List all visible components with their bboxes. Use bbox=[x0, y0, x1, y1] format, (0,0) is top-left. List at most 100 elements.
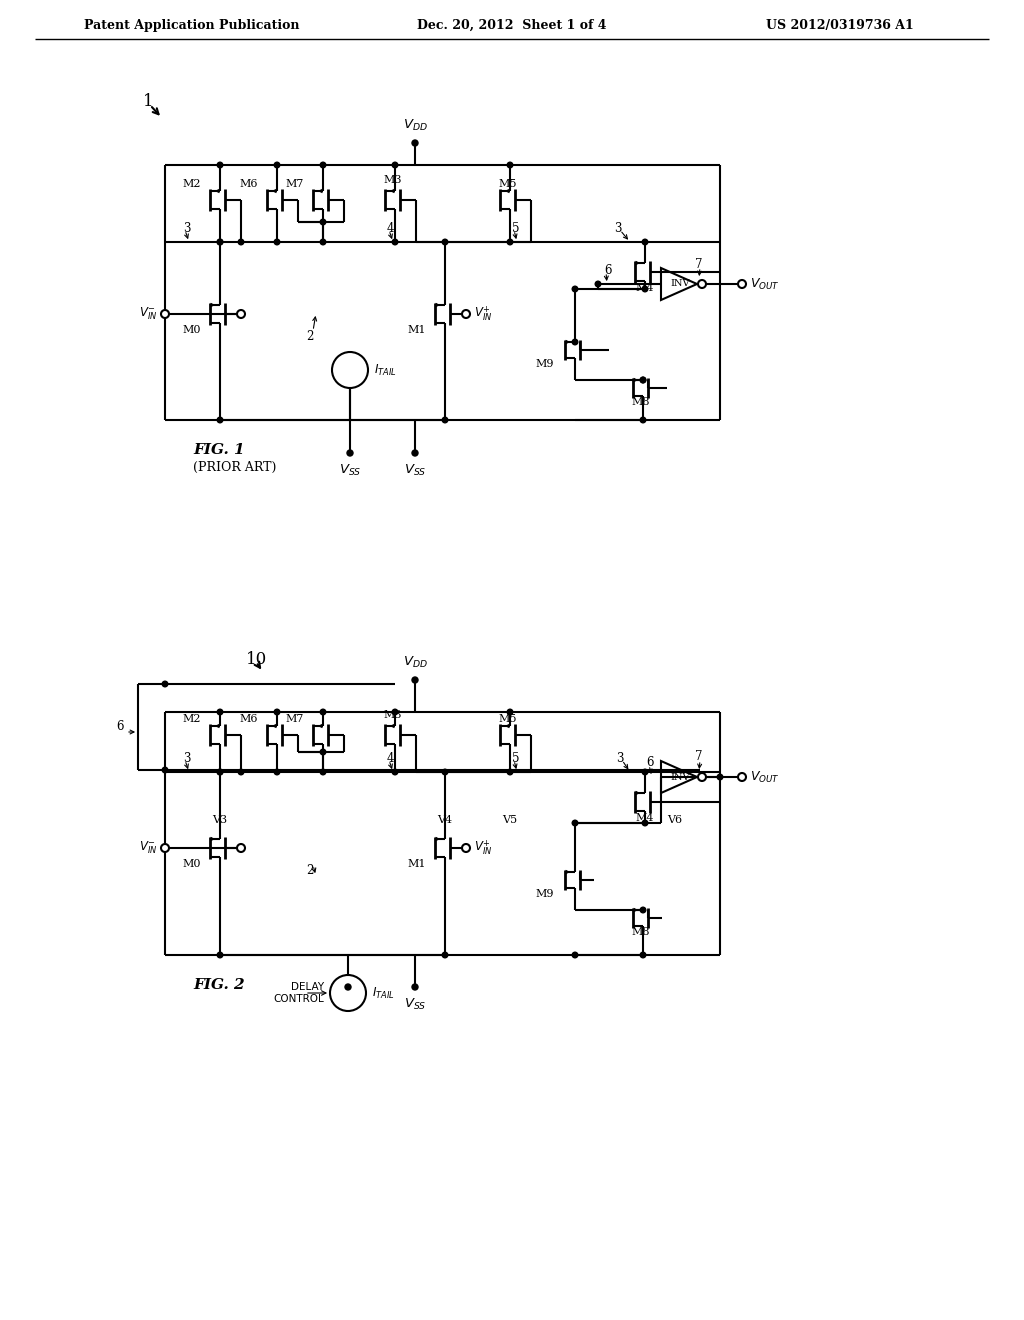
Circle shape bbox=[738, 280, 746, 288]
Circle shape bbox=[161, 310, 169, 318]
Circle shape bbox=[237, 310, 245, 318]
Circle shape bbox=[392, 709, 397, 715]
Circle shape bbox=[642, 820, 648, 826]
Text: INV: INV bbox=[671, 280, 690, 289]
Text: V4: V4 bbox=[437, 814, 453, 825]
Circle shape bbox=[738, 774, 746, 781]
Circle shape bbox=[239, 770, 244, 775]
Circle shape bbox=[345, 983, 351, 990]
Text: $V_{DD}$: $V_{DD}$ bbox=[402, 117, 427, 132]
Text: Patent Application Publication: Patent Application Publication bbox=[84, 18, 300, 32]
Circle shape bbox=[462, 843, 470, 851]
Circle shape bbox=[442, 770, 447, 775]
Text: M5: M5 bbox=[499, 714, 517, 723]
Text: M1: M1 bbox=[408, 325, 426, 335]
Circle shape bbox=[698, 774, 706, 781]
Text: 6: 6 bbox=[117, 721, 124, 734]
Circle shape bbox=[217, 709, 223, 715]
Circle shape bbox=[321, 709, 326, 715]
Circle shape bbox=[274, 770, 280, 775]
Text: M5: M5 bbox=[499, 180, 517, 189]
Circle shape bbox=[412, 983, 418, 990]
Text: $I_{TAIL}$: $I_{TAIL}$ bbox=[372, 986, 394, 1001]
Circle shape bbox=[162, 681, 168, 686]
Text: V6: V6 bbox=[668, 814, 683, 825]
Polygon shape bbox=[662, 762, 697, 793]
Circle shape bbox=[507, 770, 513, 775]
Circle shape bbox=[274, 162, 280, 168]
Text: 7: 7 bbox=[695, 257, 702, 271]
Text: 3: 3 bbox=[183, 751, 190, 764]
Text: $V_{OUT}$: $V_{OUT}$ bbox=[750, 276, 779, 292]
Circle shape bbox=[217, 770, 223, 775]
Text: M6: M6 bbox=[240, 180, 258, 189]
Circle shape bbox=[412, 677, 418, 682]
Text: M2: M2 bbox=[182, 180, 202, 189]
Circle shape bbox=[330, 975, 366, 1011]
Text: M0: M0 bbox=[182, 859, 202, 869]
Circle shape bbox=[321, 219, 326, 224]
Text: INV: INV bbox=[671, 772, 690, 781]
Text: FIG. 2: FIG. 2 bbox=[193, 978, 245, 993]
Text: US 2012/0319736 A1: US 2012/0319736 A1 bbox=[766, 18, 913, 32]
Text: M6: M6 bbox=[240, 714, 258, 723]
Text: 1: 1 bbox=[143, 94, 154, 111]
Text: M3: M3 bbox=[384, 710, 402, 719]
Text: V5: V5 bbox=[503, 814, 517, 825]
Text: 4: 4 bbox=[386, 751, 394, 764]
Circle shape bbox=[392, 770, 397, 775]
Text: M7: M7 bbox=[286, 180, 304, 189]
Circle shape bbox=[321, 750, 326, 755]
Circle shape bbox=[642, 239, 648, 244]
Circle shape bbox=[572, 339, 578, 345]
Text: M3: M3 bbox=[384, 176, 402, 185]
Text: M8: M8 bbox=[632, 397, 650, 407]
Circle shape bbox=[595, 281, 601, 286]
Circle shape bbox=[442, 239, 447, 244]
Text: M0: M0 bbox=[182, 325, 202, 335]
Circle shape bbox=[274, 239, 280, 244]
Circle shape bbox=[217, 417, 223, 422]
Text: M4: M4 bbox=[636, 282, 654, 293]
Text: M8: M8 bbox=[632, 927, 650, 937]
Circle shape bbox=[640, 417, 646, 422]
Circle shape bbox=[717, 775, 723, 780]
Circle shape bbox=[321, 770, 326, 775]
Text: M2: M2 bbox=[182, 714, 202, 723]
Circle shape bbox=[640, 378, 646, 383]
Text: 3: 3 bbox=[616, 751, 624, 764]
Text: $V_{SS}$: $V_{SS}$ bbox=[403, 462, 426, 478]
Text: $V_{SS}$: $V_{SS}$ bbox=[337, 997, 359, 1011]
Circle shape bbox=[162, 767, 168, 772]
Circle shape bbox=[640, 378, 646, 383]
Text: 2: 2 bbox=[306, 863, 313, 876]
Circle shape bbox=[332, 352, 368, 388]
Text: $V_{SS}$: $V_{SS}$ bbox=[403, 997, 426, 1011]
Text: $I_{TAIL}$: $I_{TAIL}$ bbox=[374, 363, 396, 378]
Circle shape bbox=[462, 310, 470, 318]
Polygon shape bbox=[662, 268, 697, 300]
Text: $V_{DD}$: $V_{DD}$ bbox=[402, 655, 427, 669]
Text: M1: M1 bbox=[408, 859, 426, 869]
Text: Dec. 20, 2012  Sheet 1 of 4: Dec. 20, 2012 Sheet 1 of 4 bbox=[417, 18, 607, 32]
Circle shape bbox=[217, 162, 223, 168]
Text: 5: 5 bbox=[512, 222, 520, 235]
Text: 3: 3 bbox=[183, 222, 190, 235]
Circle shape bbox=[572, 286, 578, 292]
Text: 6: 6 bbox=[604, 264, 611, 276]
Circle shape bbox=[572, 952, 578, 958]
Text: 6: 6 bbox=[646, 756, 653, 770]
Text: FIG. 1: FIG. 1 bbox=[193, 444, 245, 457]
Circle shape bbox=[442, 417, 447, 422]
Circle shape bbox=[217, 952, 223, 958]
Text: 4: 4 bbox=[386, 222, 394, 235]
Text: M4: M4 bbox=[636, 813, 654, 822]
Circle shape bbox=[392, 162, 397, 168]
Text: 5: 5 bbox=[512, 751, 520, 764]
Circle shape bbox=[239, 239, 244, 244]
Text: M9: M9 bbox=[536, 888, 554, 899]
Circle shape bbox=[442, 952, 447, 958]
Text: 3: 3 bbox=[614, 222, 622, 235]
Circle shape bbox=[507, 162, 513, 168]
Text: $V_{OUT}$: $V_{OUT}$ bbox=[750, 770, 779, 784]
